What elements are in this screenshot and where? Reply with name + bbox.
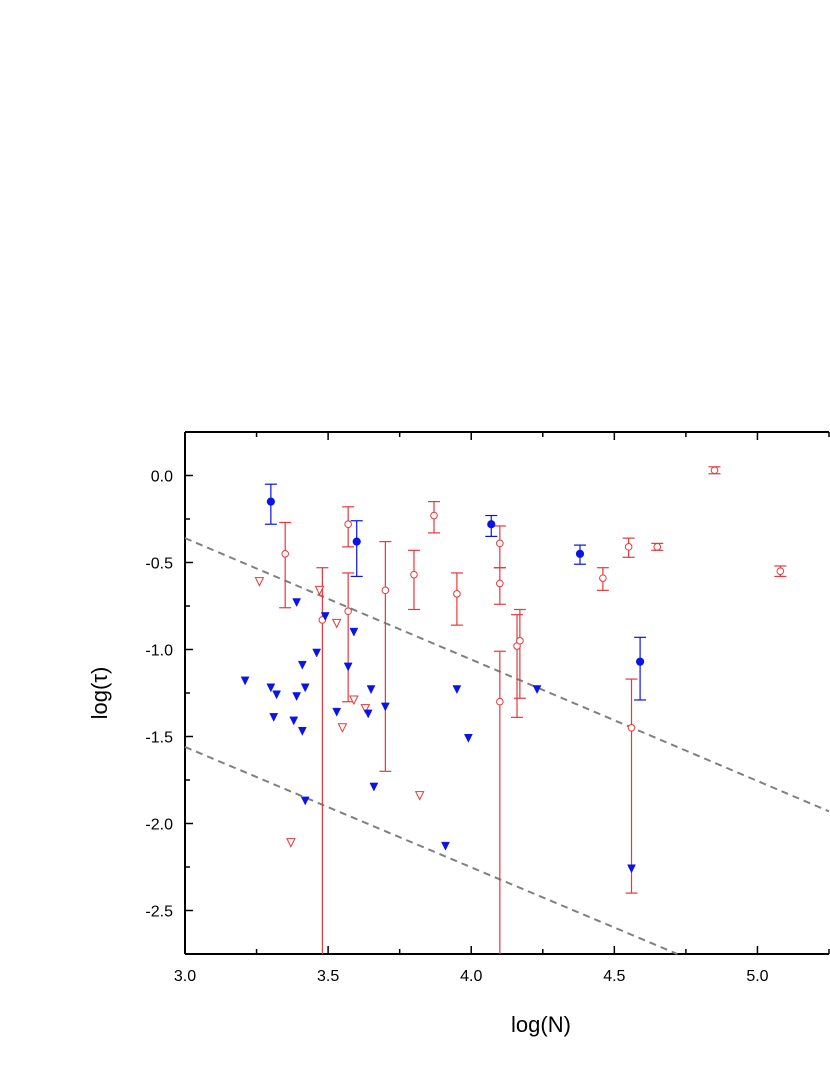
x-tick-label: 3.5 xyxy=(317,968,339,985)
data-point-filled-circle xyxy=(352,537,361,546)
dashed-reference-line xyxy=(184,537,830,813)
data-point-filled-triangle xyxy=(463,733,473,743)
data-markers xyxy=(240,466,785,874)
reference-lines xyxy=(184,537,830,955)
data-point-open-triangle xyxy=(314,585,325,596)
data-point-filled-triangle xyxy=(292,598,302,608)
data-point-filled-triangle xyxy=(349,627,359,637)
data-point-open-triangle xyxy=(331,618,342,629)
x-axis-title: log(N) xyxy=(511,1012,571,1037)
data-point-open-circle xyxy=(516,637,524,645)
data-point-open-circle xyxy=(776,567,785,576)
data-point-filled-triangle xyxy=(343,662,353,672)
x-tick-label: 5.0 xyxy=(746,968,768,985)
data-point-open-triangle xyxy=(254,577,265,587)
data-point-open-circle xyxy=(599,574,607,582)
data-point-open-triangle xyxy=(286,838,296,848)
data-point-filled-triangle xyxy=(332,707,342,717)
data-point-filled-triangle xyxy=(366,685,376,695)
data-point-filled-triangle xyxy=(297,660,307,670)
data-point-open-circle xyxy=(281,550,289,558)
plot-frame xyxy=(184,431,829,955)
dashed-reference-line xyxy=(184,746,678,955)
y-tick-label: -0.5 xyxy=(145,556,173,573)
data-point-filled-triangle xyxy=(297,727,307,736)
data-point-filled-circle xyxy=(487,520,496,529)
data-point-open-circle xyxy=(410,570,418,579)
data-point-open-circle xyxy=(496,539,504,548)
data-point-filled-triangle xyxy=(441,841,450,851)
data-point-open-circle xyxy=(496,579,504,588)
y-tick-label: -1.0 xyxy=(145,643,173,660)
data-point-filled-circle xyxy=(635,657,645,666)
data-point-filled-triangle xyxy=(380,702,390,712)
y-tick-label: -1.5 xyxy=(145,730,173,747)
y-tick-label: -2.0 xyxy=(145,817,173,834)
y-axis-ticks: 0.0 -0.5 -1.0 -1.5 -2.0 -2.5 xyxy=(145,431,193,955)
data-point-filled-triangle xyxy=(363,709,373,719)
error-bars xyxy=(264,466,787,954)
data-point-filled-triangle xyxy=(532,685,542,695)
x-tick-label: 4.0 xyxy=(460,968,482,985)
data-point-open-triangle xyxy=(414,791,425,801)
data-point-open-circle xyxy=(496,697,504,706)
data-point-filled-triangle xyxy=(289,716,299,726)
data-point-filled-triangle xyxy=(452,685,462,695)
data-point-open-circle xyxy=(453,590,461,598)
x-axis-ticks: 3.0 3.5 4.0 4.5 5.0 xyxy=(174,432,830,985)
data-point-filled-triangle xyxy=(272,690,281,700)
data-point-open-circle xyxy=(344,607,352,616)
data-point-filled-triangle xyxy=(300,683,310,693)
data-point-filled-circle xyxy=(266,497,275,506)
x-tick-label: 4.5 xyxy=(603,968,625,985)
data-point-open-triangle xyxy=(349,695,359,706)
data-point-filled-triangle xyxy=(240,676,250,686)
data-point-filled-circle xyxy=(575,549,585,558)
data-point-open-circle xyxy=(624,543,633,551)
y-axis-title: log(τ) xyxy=(87,667,112,720)
y-tick-label: -2.5 xyxy=(145,904,173,921)
data-point-open-circle xyxy=(344,520,352,529)
x-tick-label: 3.0 xyxy=(174,968,196,985)
data-point-open-circle xyxy=(430,511,438,520)
y-tick-label: 0.0 xyxy=(151,469,173,486)
data-point-open-circle xyxy=(710,466,719,475)
data-point-filled-triangle xyxy=(300,796,310,806)
data-point-filled-triangle xyxy=(627,864,636,874)
data-point-open-circle xyxy=(653,543,662,551)
data-point-open-triangle xyxy=(360,704,371,714)
data-point-open-circle xyxy=(381,586,390,595)
data-point-open-circle xyxy=(627,724,636,732)
data-point-filled-triangle xyxy=(266,683,276,693)
data-point-filled-triangle xyxy=(292,692,302,702)
data-point-filled-triangle xyxy=(369,782,379,792)
data-point-filled-triangle xyxy=(312,648,322,658)
data-point-open-triangle xyxy=(337,723,348,733)
data-point-filled-triangle xyxy=(269,713,279,722)
data-point-filled-triangle xyxy=(320,612,330,621)
